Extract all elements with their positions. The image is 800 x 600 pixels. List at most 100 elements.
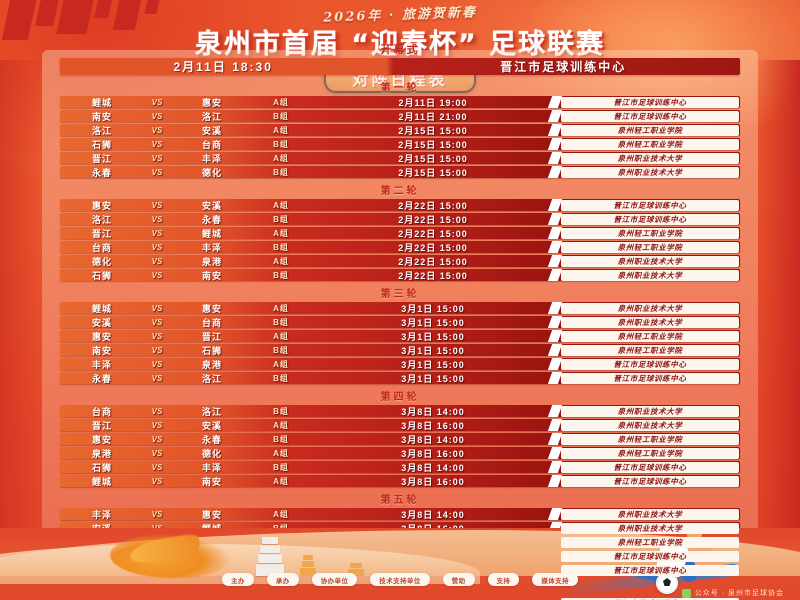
match-row[interactable]: 石狮 VS 台商 B组 2月15日 15:00 泉州轻工职业学院	[60, 138, 740, 150]
match-group-label: B组	[273, 434, 289, 444]
match-home-team: 石狮	[91, 270, 112, 281]
sponsor-tag[interactable]: 技术支持单位	[370, 573, 430, 586]
opening-ceremony-bar: 2月11日 18:30 晋江市足球训练中心	[60, 58, 740, 75]
match-venue: 泉州职业技术大学	[561, 522, 739, 534]
match-row[interactable]: 永春 VS 德化 B组 2月15日 15:00 泉州职业技术大学	[60, 166, 740, 178]
match-group-label: B组	[273, 270, 289, 280]
match-home-team: 惠安	[91, 434, 112, 445]
match-home-team: 台商	[91, 406, 112, 417]
round-section: 第四轮 台商 VS 洛江 B组 3月8日 14:00 泉州职业技术大学 晋江 VS 安溪 A组 3月8…	[42, 386, 758, 487]
match-row[interactable]: 永春 VS 洛江 B组 3月1日 15:00 晋江市足球训练中心	[60, 372, 740, 384]
match-away-team: 泉港	[201, 256, 222, 267]
match-row[interactable]: 惠安 VS 晋江 A组 3月1日 15:00 泉州轻工职业学院	[60, 330, 740, 342]
match-venue: 晋江市足球训练中心	[561, 358, 739, 370]
match-home-team: 丰泽	[91, 509, 112, 520]
match-vs-label: VS	[151, 125, 163, 135]
pagoda-small-icon	[300, 552, 316, 576]
match-row[interactable]: 泉港 VS 德化 A组 3月8日 16:00 泉州轻工职业学院	[60, 447, 740, 459]
match-vs-label: VS	[151, 214, 163, 224]
match-row[interactable]: 晋江 VS 安溪 A组 3月8日 16:00 泉州职业技术大学	[60, 419, 740, 431]
match-datetime: 2月22日 15:00	[398, 270, 468, 281]
sponsor-tag[interactable]: 赞助	[442, 573, 475, 586]
match-home-team: 鲤城	[91, 97, 112, 108]
match-venue: 泉州职业技术大学	[561, 269, 739, 281]
match-group-label: A组	[273, 420, 289, 430]
match-row[interactable]: 德化 VS 泉港 A组 2月22日 15:00 泉州职业技术大学	[60, 255, 740, 267]
round-section: 第二轮 惠安 VS 安溪 A组 2月22日 15:00 晋江市足球训练中心 洛江 VS 永春 B组 2…	[42, 180, 758, 281]
match-away-team: 丰泽	[201, 242, 222, 253]
match-home-team: 晋江	[91, 420, 112, 431]
match-away-team: 惠安	[201, 509, 222, 520]
match-row[interactable]: 晋江 VS 鲤城 A组 2月22日 15:00 泉州轻工职业学院	[60, 227, 740, 239]
credit-text: 公众号 · 泉州市足球协会	[694, 590, 784, 597]
rounds-container: 第一轮 鲤城 VS 惠安 A组 2月11日 19:00 晋江市足球训练中心 南安 VS 洛江 B组 2…	[42, 77, 758, 600]
sponsor-tag[interactable]: 支持	[487, 573, 520, 586]
match-vs-label: VS	[151, 420, 163, 430]
match-home-team: 洛江	[91, 125, 112, 136]
match-vs-label: VS	[151, 406, 163, 416]
match-home-team: 洛江	[91, 214, 112, 225]
match-group-label: B组	[273, 214, 289, 224]
match-row[interactable]: 晋江 VS 丰泽 A组 2月15日 15:00 泉州职业技术大学	[60, 152, 740, 164]
match-row[interactable]: 鲤城 VS 南安 A组 3月8日 16:00 晋江市足球训练中心	[60, 475, 740, 487]
match-venue: 泉州轻工职业学院	[561, 227, 739, 239]
match-row[interactable]: 鲤城 VS 惠安 A组 3月1日 15:00 泉州职业技术大学	[60, 302, 740, 314]
match-row[interactable]: 安溪 VS 台商 B组 3月1日 15:00 泉州职业技术大学	[60, 316, 740, 328]
match-row[interactable]: 台商 VS 丰泽 B组 2月22日 15:00 泉州轻工职业学院	[60, 241, 740, 253]
match-group-label: A组	[273, 331, 289, 341]
match-vs-label: VS	[151, 331, 163, 341]
match-home-team: 惠安	[91, 200, 112, 211]
match-home-team: 台商	[91, 242, 112, 253]
credit-line: 公众号 · 泉州市足球协会	[681, 588, 784, 598]
match-group-label: B组	[273, 406, 289, 416]
match-group-label: B组	[273, 373, 289, 383]
match-vs-label: VS	[151, 373, 163, 383]
match-row[interactable]: 惠安 VS 安溪 A组 2月22日 15:00 晋江市足球训练中心	[60, 199, 740, 211]
round-match-list: 台商 VS 洛江 B组 3月8日 14:00 泉州职业技术大学 晋江 VS 安溪 A组 3月8日 1…	[42, 405, 758, 487]
pagoda-small-icon-2	[348, 558, 364, 576]
match-vs-label: VS	[151, 462, 163, 472]
match-row[interactable]: 石狮 VS 南安 B组 2月22日 15:00 泉州职业技术大学	[60, 269, 740, 281]
match-row[interactable]: 南安 VS 洛江 B组 2月11日 21:00 晋江市足球训练中心	[60, 110, 740, 122]
match-datetime: 2月15日 15:00	[398, 139, 468, 150]
match-datetime: 3月8日 14:00	[401, 509, 465, 520]
match-venue: 泉州轻工职业学院	[561, 536, 739, 548]
match-row[interactable]: 鲤城 VS 惠安 A组 2月11日 19:00 晋江市足球训练中心	[60, 96, 740, 108]
match-venue: 泉州职业技术大学	[561, 255, 739, 267]
match-row[interactable]: 丰泽 VS 惠安 A组 3月8日 14:00 泉州职业技术大学	[60, 508, 740, 520]
sponsor-tag[interactable]: 协办单位	[311, 573, 358, 586]
match-home-team: 惠安	[91, 331, 112, 342]
match-home-team: 鲤城	[91, 476, 112, 487]
match-away-team: 南安	[201, 476, 222, 487]
match-venue: 晋江市足球训练中心	[561, 461, 739, 473]
match-venue: 晋江市足球训练中心	[561, 372, 739, 384]
match-datetime: 3月1日 15:00	[401, 359, 465, 370]
sponsor-tag[interactable]: 主办	[222, 573, 254, 586]
match-venue: 泉州职业技术大学	[561, 419, 739, 431]
match-group-label: A组	[273, 153, 289, 163]
match-away-team: 安溪	[201, 125, 222, 136]
match-row[interactable]: 石狮 VS 丰泽 B组 3月8日 14:00 晋江市足球训练中心	[60, 461, 740, 473]
sponsor-tag[interactable]: 承办	[266, 573, 299, 586]
sponsor-tag[interactable]: 媒体支持	[532, 573, 578, 586]
match-group-label: A组	[273, 448, 289, 458]
match-datetime: 3月8日 16:00	[401, 448, 465, 459]
match-venue: 泉州轻工职业学院	[561, 433, 739, 445]
match-away-team: 洛江	[201, 373, 222, 384]
match-datetime: 2月22日 15:00	[398, 242, 468, 253]
round-match-list: 惠安 VS 安溪 A组 2月22日 15:00 晋江市足球训练中心 洛江 VS 永春 B组 2月22…	[42, 199, 758, 281]
match-venue: 泉州职业技术大学	[561, 152, 739, 164]
match-group-label: A组	[273, 476, 289, 486]
match-row[interactable]: 丰泽 VS 泉港 A组 3月1日 15:00 晋江市足球训练中心	[60, 358, 740, 370]
match-home-team: 石狮	[91, 139, 112, 150]
match-row[interactable]: 台商 VS 洛江 B组 3月8日 14:00 泉州职业技术大学	[60, 405, 740, 417]
match-row[interactable]: 洛江 VS 安溪 A组 2月15日 15:00 泉州轻工职业学院	[60, 124, 740, 136]
match-datetime: 3月1日 15:00	[401, 373, 465, 384]
match-group-label: A组	[273, 228, 289, 238]
match-row[interactable]: 南安 VS 石狮 B组 3月1日 15:00 泉州轻工职业学院	[60, 344, 740, 356]
match-group-label: B组	[273, 317, 289, 327]
match-row[interactable]: 惠安 VS 永春 B组 3月8日 14:00 泉州轻工职业学院	[60, 433, 740, 445]
match-group-label: B组	[273, 139, 289, 149]
match-row[interactable]: 洛江 VS 永春 B组 2月22日 15:00 晋江市足球训练中心	[60, 213, 740, 225]
match-datetime: 3月8日 14:00	[401, 406, 465, 417]
